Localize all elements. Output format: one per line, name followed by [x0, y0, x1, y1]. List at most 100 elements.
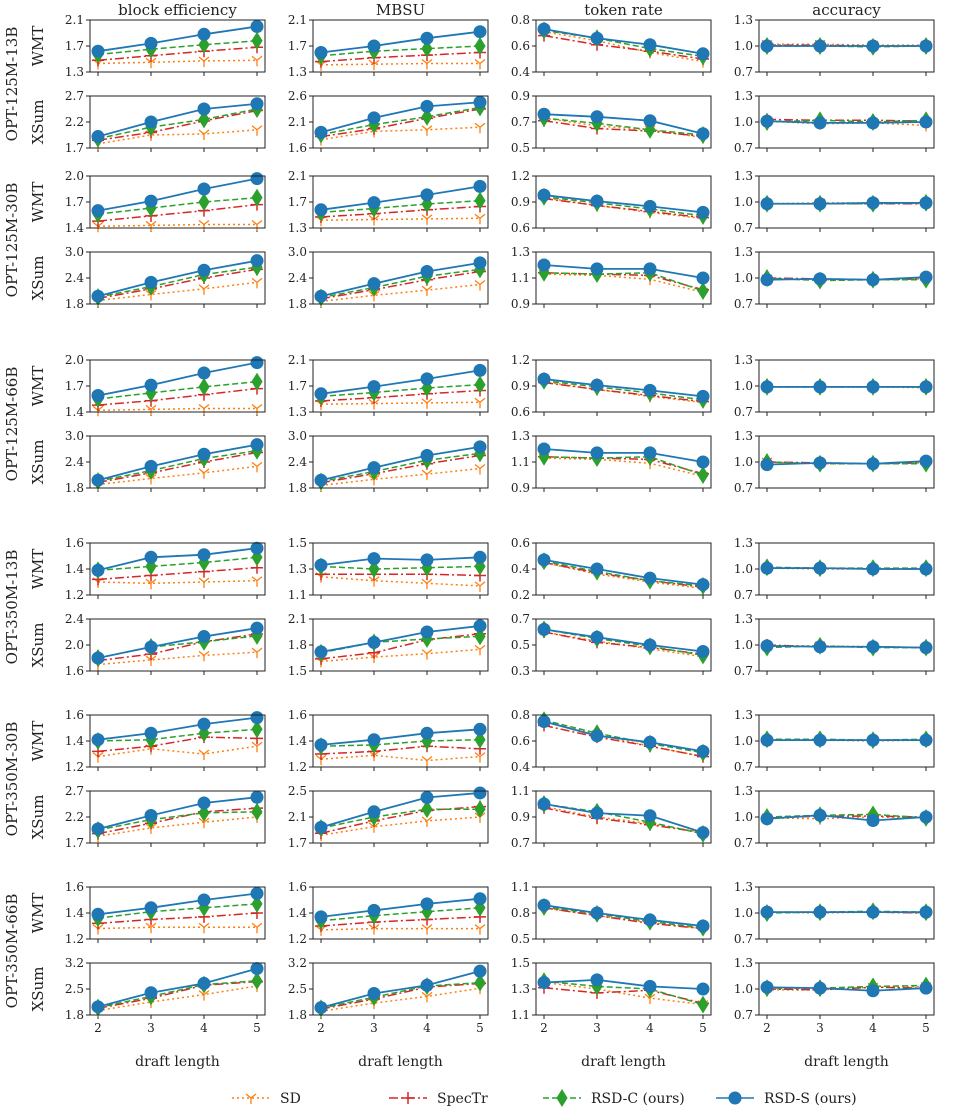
- dataset-label: WMT: [29, 549, 47, 590]
- y-tick-label: 2.0: [65, 169, 84, 183]
- panel-OPT-125M-13B-WMT-token-rate: 0.4 0.6 0.8: [511, 13, 712, 79]
- series-line-SpecTr: [97, 980, 258, 1010]
- y-tick-label: 2.2: [65, 810, 84, 824]
- data-point-SD: [145, 922, 157, 934]
- y-tick-label: 0.7: [734, 405, 753, 419]
- data-point-RSDS: [919, 39, 933, 53]
- panel-frame: [89, 175, 266, 229]
- data-point-RSDS: [250, 887, 264, 900]
- y-tick-label: 2.2: [65, 115, 84, 129]
- series-line-SpecTr: [320, 205, 481, 218]
- data-point-RSDS: [91, 473, 105, 487]
- y-tick-label: 0.7: [511, 612, 530, 626]
- data-point-RSDS: [250, 254, 264, 268]
- data-point-RSDS: [696, 127, 710, 141]
- series-line-RSDS: [543, 720, 704, 753]
- legend-marker-SD: [245, 1093, 257, 1104]
- legend-label-SpecTr: SpecTr: [437, 1091, 488, 1107]
- data-point-RSDS: [473, 440, 487, 454]
- data-point-RSDS: [420, 31, 434, 45]
- data-point-SD: [251, 125, 263, 136]
- data-point-RSDC: [198, 377, 210, 396]
- y-tick-label: 3.2: [65, 956, 84, 970]
- panel-OPT-350M-66B-WMT-token-rate: 0.5 0.8 1.1: [511, 880, 712, 946]
- y-tick-label: 1.2: [288, 932, 307, 946]
- data-point-RSDS: [590, 110, 604, 124]
- series-line-RSDS: [97, 259, 258, 298]
- series-line-SD: [543, 981, 704, 1006]
- y-tick-label: 1.1: [511, 271, 530, 285]
- x-tick-label: 3: [593, 1021, 601, 1035]
- y-tick-label: 1.4: [288, 734, 307, 748]
- series-line-SD: [97, 59, 258, 65]
- panel-frame: [535, 95, 712, 149]
- data-point-RSDS: [420, 978, 434, 992]
- data-point-RSDS: [314, 738, 328, 752]
- data-point-RSDS: [760, 733, 774, 747]
- y-tick-label: 1.0: [734, 734, 753, 748]
- series-line-SpecTr: [97, 736, 258, 753]
- data-point-RSDS: [537, 797, 551, 811]
- y-tick-label: 0.9: [511, 810, 530, 824]
- model-label: OPT-350M-66B: [3, 894, 21, 1009]
- data-point-RSDC: [697, 282, 709, 300]
- data-point-RSDS: [473, 786, 487, 800]
- series-line-SpecTr: [320, 982, 481, 1010]
- data-point-SD: [251, 277, 263, 289]
- panel-OPT-350M-30B-WMT-token-rate: 0.4 0.6 0.8: [511, 708, 712, 774]
- data-point-RSDS: [473, 179, 487, 193]
- y-tick-label: 0.9: [511, 379, 530, 393]
- data-point-RSDC: [474, 627, 486, 646]
- data-point-RSDC: [198, 35, 210, 54]
- panel-OPT-125M-30B-XSum-accuracy: 0.7 1.0 1.3: [734, 245, 935, 311]
- y-tick-label: 2.0: [65, 638, 84, 652]
- data-point-SD: [145, 655, 157, 666]
- dataset-label: XSum: [29, 795, 47, 840]
- y-tick-label: 0.7: [734, 141, 753, 155]
- series-line-RSDC: [543, 117, 704, 136]
- y-tick-label: 0.7: [734, 481, 753, 495]
- data-point-RSDS: [197, 548, 211, 562]
- data-point-RSDS: [866, 813, 880, 827]
- panel-OPT-350M-30B-WMT-MBSU: 1.2 1.4 1.6: [288, 708, 489, 774]
- data-point-RSDS: [144, 986, 158, 1000]
- data-point-RSDS: [760, 39, 774, 53]
- series-line-RSDS: [97, 967, 258, 1008]
- y-tick-label: 3.2: [288, 956, 307, 970]
- data-point-SD: [198, 749, 210, 760]
- data-point-RSDS: [473, 722, 487, 736]
- y-tick-label: 1.0: [734, 638, 753, 652]
- y-tick-label: 1.4: [65, 562, 84, 576]
- y-tick-label: 2.5: [65, 982, 84, 996]
- model-label: OPT-125M-13B: [3, 27, 21, 142]
- data-point-SD: [251, 404, 263, 415]
- y-tick-label: 1.4: [65, 405, 84, 419]
- y-tick-label: 0.9: [511, 297, 530, 311]
- data-point-RSDS: [144, 115, 158, 129]
- series-line-RSDS: [543, 559, 704, 586]
- data-point-RSDC: [251, 971, 263, 990]
- series-line-RSDS: [543, 803, 704, 834]
- series-line-SpecTr: [320, 805, 481, 834]
- y-tick-label: 1.3: [734, 245, 753, 259]
- y-tick-label: 1.7: [65, 141, 84, 155]
- series-line-RSDS: [320, 185, 481, 211]
- y-tick-label: 0.7: [734, 932, 753, 946]
- y-tick-label: 1.8: [288, 1008, 307, 1022]
- data-point-RSDS: [91, 907, 105, 921]
- y-tick-label: 1.3: [511, 429, 530, 443]
- y-tick-label: 0.9: [511, 481, 530, 495]
- data-point-SD: [368, 576, 380, 587]
- y-tick-label: 1.4: [65, 906, 84, 920]
- y-tick-label: 2.7: [65, 784, 84, 798]
- data-point-RSDC: [198, 110, 210, 129]
- column-title: token rate: [584, 1, 663, 19]
- panel-frame: [312, 95, 489, 149]
- y-tick-label: 0.4: [511, 760, 530, 774]
- data-point-RSDS: [91, 204, 105, 218]
- panel-OPT-350M-13B-WMT-block-efficiency: 1.2 1.4 1.6: [65, 536, 266, 602]
- panel-frame: [758, 251, 935, 305]
- data-point-SD: [421, 649, 433, 660]
- series-line-SD: [543, 30, 704, 63]
- dataset-label: XSum: [29, 440, 47, 485]
